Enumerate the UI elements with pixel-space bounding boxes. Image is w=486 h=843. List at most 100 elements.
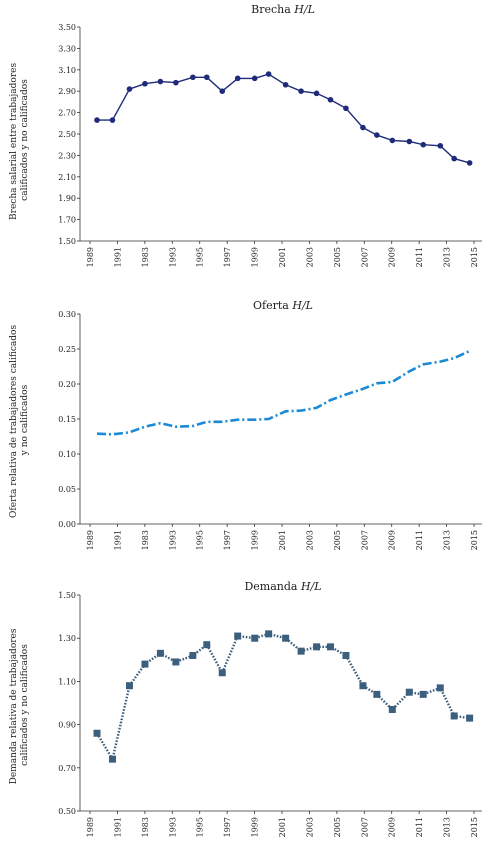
y-axis-title: Brecha salarial entre trabajadores calif…	[9, 60, 30, 220]
y-tick-label: 2.90	[58, 87, 76, 96]
y-tick-label: 0.30	[58, 310, 76, 319]
x-tick-label: 1995	[196, 817, 205, 837]
y-tick-label: 0.25	[58, 345, 76, 354]
x-tick-label: 1993	[168, 247, 177, 267]
data-point	[343, 105, 349, 112]
x-ticks: 1989 1991 1983 1993 1995 1997 1999 2001 2003 2005…	[86, 241, 479, 267]
x-tick-label: 1995	[196, 530, 205, 550]
data-point	[389, 137, 396, 144]
x-tick-label: 2003	[305, 247, 314, 267]
y-tick-label: 0.90	[58, 721, 76, 730]
y-tick-label: 3.10	[58, 66, 76, 75]
data-point	[126, 86, 133, 92]
data-point	[419, 690, 427, 698]
x-tick-label: 2003	[305, 530, 314, 550]
data-point	[282, 634, 290, 642]
data-point	[359, 682, 367, 690]
x-ticks: 1989 1991 1983 1993 1995 1997 1999 2001 2003 2005…	[86, 811, 479, 837]
x-tick-label: 2007	[360, 817, 369, 837]
x-tick-label: 2011	[415, 247, 424, 267]
data-point	[405, 688, 413, 696]
y-tick-label: 3.50	[58, 23, 76, 32]
data-point	[190, 74, 196, 81]
data-point	[326, 643, 334, 651]
x-tick-label: 1993	[168, 530, 177, 550]
data-point	[297, 647, 305, 655]
data-point	[157, 78, 164, 85]
y-tick-label: 0.15	[58, 415, 76, 424]
y-tick-label: 1.70	[58, 216, 76, 225]
data-point	[450, 712, 458, 720]
demanda-chart: Demanda H/L Demanda relativa de trabajad…	[9, 580, 482, 837]
y-tick-label: 3.30	[58, 44, 76, 53]
data-point	[251, 75, 258, 82]
y-tick-label: 0.70	[58, 764, 76, 773]
y-ticks: 0.50 0.70 0.90 1.10 1.30 1.50	[58, 591, 80, 816]
oferta-chart: Oferta H/L Oferta relativa de trabajador…	[9, 299, 482, 550]
data-point	[142, 80, 148, 87]
y-tick-label: 1.10	[58, 677, 76, 686]
data-point	[234, 75, 241, 82]
x-tick-label: 1999	[251, 530, 260, 550]
x-tick-label: 2009	[388, 530, 397, 550]
brecha-chart: Brecha H/L Brecha salarial entre trabaja…	[9, 3, 482, 267]
data-point	[172, 658, 180, 666]
y-axis-title: Oferta relativa de trabajadores califica…	[9, 322, 30, 518]
x-tick-label: 2011	[415, 530, 424, 550]
data-point	[451, 155, 457, 162]
y-tick-label: 2.30	[58, 151, 76, 160]
data-point	[420, 141, 427, 148]
x-tick-label: 1989	[86, 817, 95, 837]
data-point	[374, 132, 380, 138]
x-tick-label: 1997	[223, 817, 232, 837]
data-point	[313, 643, 321, 651]
y-tick-label: 2.10	[58, 173, 76, 182]
series-marks	[94, 71, 473, 166]
x-tick-label: 1991	[113, 247, 122, 267]
data-point	[360, 124, 366, 131]
x-tick-label: 2005	[333, 817, 342, 837]
x-tick-label: 1983	[141, 817, 150, 837]
data-point	[388, 705, 396, 713]
y-tick-label: 0.10	[58, 450, 76, 459]
data-point	[93, 729, 101, 737]
data-point	[373, 690, 381, 698]
y-tick-label: 0.50	[58, 807, 76, 816]
y-tick-label: 1.90	[58, 194, 76, 203]
x-tick-label: 1997	[223, 530, 232, 550]
series-line	[96, 349, 471, 436]
y-tick-label: 0.00	[58, 520, 76, 529]
x-tick-label: 2009	[388, 817, 397, 837]
x-tick-label: 2013	[443, 530, 452, 550]
x-tick-label: 2001	[278, 530, 287, 550]
data-point	[265, 71, 272, 77]
chart-title: Brecha H/L	[251, 3, 315, 16]
data-point	[436, 684, 444, 692]
y-tick-label: 1.50	[58, 591, 76, 600]
axes	[79, 27, 482, 242]
data-point	[109, 117, 116, 123]
x-tick-label: 1999	[251, 817, 260, 837]
y-tick-label: 2.70	[58, 109, 76, 118]
x-tick-label: 2013	[443, 247, 452, 267]
data-point	[342, 651, 350, 659]
axes	[79, 314, 482, 525]
data-point	[203, 641, 211, 649]
data-point	[108, 755, 116, 763]
x-tick-label: 2005	[333, 247, 342, 267]
x-tick-label: 2015	[470, 817, 479, 837]
data-point	[156, 649, 164, 657]
x-tick-label: 2015	[470, 247, 479, 267]
y-ticks: 1.50 1.70 1.90 2.10 2.30 2.50 2.70 2.90 3.10 3.30…	[58, 23, 80, 246]
series-marks	[93, 630, 474, 763]
x-tick-label: 2009	[388, 247, 397, 267]
data-point	[218, 669, 226, 677]
x-tick-label: 1993	[168, 817, 177, 837]
data-point	[466, 714, 474, 722]
data-point	[219, 88, 226, 94]
x-tick-label: 2013	[443, 817, 452, 837]
x-tick-label: 2007	[360, 247, 369, 267]
y-tick-label: 0.20	[58, 380, 76, 389]
x-tick-label: 1995	[196, 247, 205, 267]
